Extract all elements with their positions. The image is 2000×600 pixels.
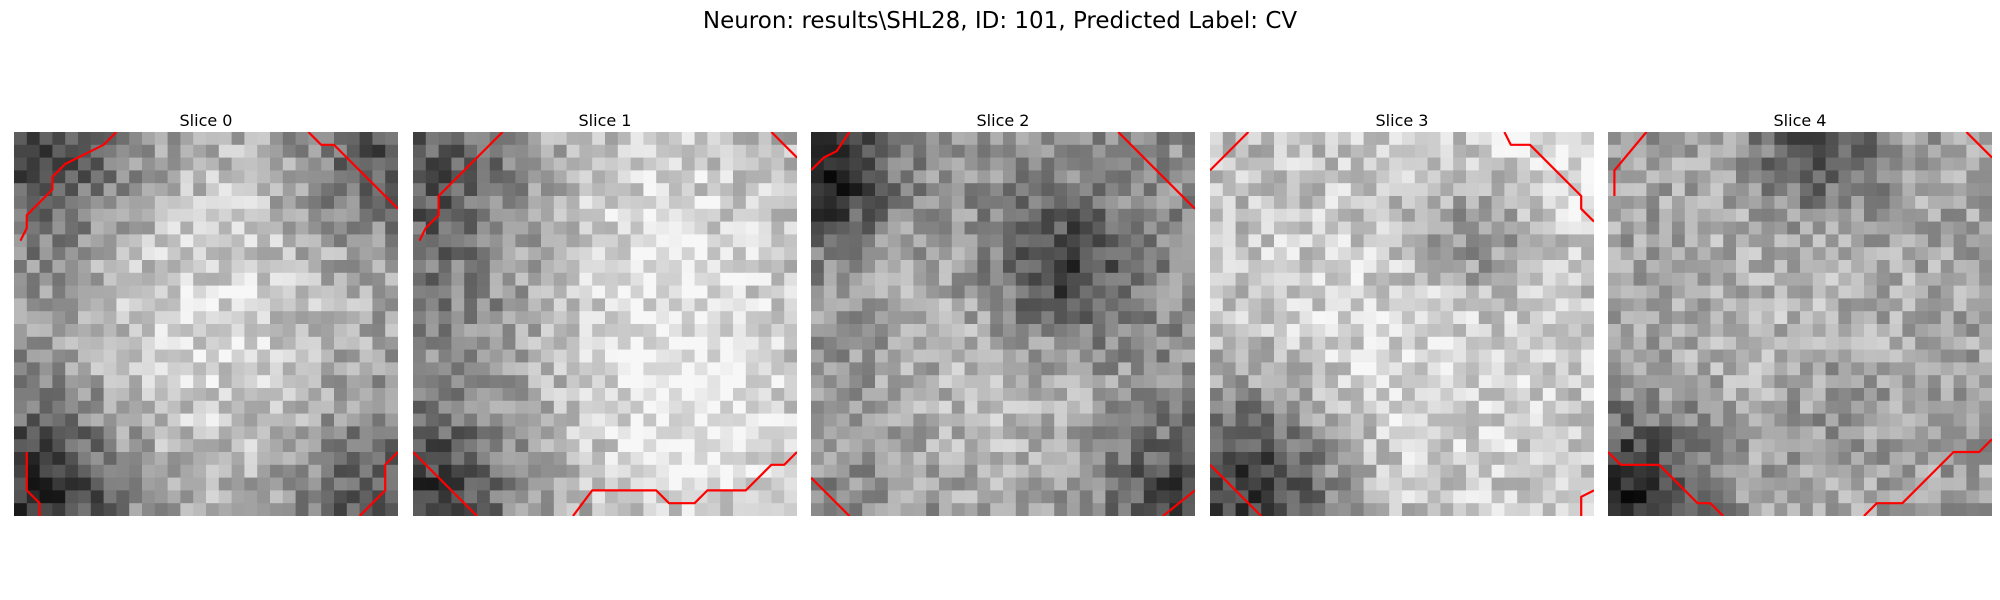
slice-image-1 (413, 132, 797, 516)
contour-line (770, 132, 797, 159)
contour-line (1210, 464, 1262, 516)
contour-line (418, 132, 504, 242)
slice-panel-0: Slice 0 (14, 110, 398, 516)
contour-line (1965, 132, 1992, 159)
slice-title-0: Slice 0 (179, 111, 233, 130)
pixel-grid (413, 132, 797, 516)
pixel-grid (14, 132, 398, 516)
figure-title: Neuron: results\SHL28, ID: 101, Predicte… (702, 8, 1298, 34)
contour-line (1503, 132, 1594, 223)
contour-line (1162, 489, 1195, 516)
slice-title-2: Slice 2 (976, 111, 1030, 130)
contour-line (1117, 132, 1195, 210)
contour-line (307, 132, 398, 210)
pixel-grid (811, 132, 1195, 516)
contour-line (413, 451, 478, 516)
contour-line (1580, 489, 1594, 516)
contour-line (358, 451, 398, 516)
contour-line (572, 451, 797, 516)
contour-line (1863, 438, 1992, 516)
contour-line (811, 132, 851, 172)
slice-title-3: Slice 3 (1375, 111, 1429, 130)
slice-panel-1: Slice 1 (413, 110, 797, 516)
slice-image-2 (811, 132, 1195, 516)
contour-line (1613, 132, 1648, 196)
pixel-grid (1608, 132, 1992, 516)
contour-line (811, 476, 851, 516)
slice-image-4 (1608, 132, 1992, 516)
slice-image-0 (14, 132, 398, 516)
slice-title-4: Slice 4 (1773, 111, 1827, 130)
slice-image-3 (1210, 132, 1594, 516)
contour-line (1210, 132, 1250, 172)
contour-line (25, 452, 41, 516)
contour-line (1608, 451, 1724, 516)
pixel-grid (1210, 132, 1594, 516)
slice-panel-3: Slice 3 (1210, 110, 1594, 516)
slice-panel-4: Slice 4 (1608, 110, 1992, 516)
slice-title-1: Slice 1 (578, 111, 632, 130)
slice-panel-2: Slice 2 (811, 110, 1195, 516)
contour-line (19, 132, 118, 242)
